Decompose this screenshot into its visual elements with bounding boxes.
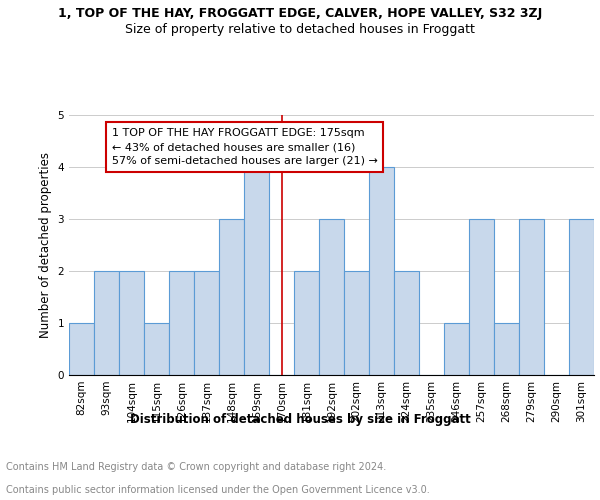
Bar: [519, 219, 544, 375]
Bar: [219, 219, 244, 375]
Bar: [344, 271, 369, 375]
Bar: [144, 323, 169, 375]
Bar: [369, 167, 394, 375]
Bar: [469, 219, 494, 375]
Text: 1, TOP OF THE HAY, FROGGATT EDGE, CALVER, HOPE VALLEY, S32 3ZJ: 1, TOP OF THE HAY, FROGGATT EDGE, CALVER…: [58, 8, 542, 20]
Bar: [94, 271, 119, 375]
Bar: [569, 219, 594, 375]
Bar: [194, 271, 219, 375]
Bar: [444, 323, 469, 375]
Bar: [69, 323, 94, 375]
Bar: [319, 219, 344, 375]
Bar: [294, 271, 319, 375]
Bar: [169, 271, 194, 375]
Bar: [244, 167, 269, 375]
Text: Contains HM Land Registry data © Crown copyright and database right 2024.: Contains HM Land Registry data © Crown c…: [6, 462, 386, 472]
Text: 1 TOP OF THE HAY FROGGATT EDGE: 175sqm
← 43% of detached houses are smaller (16): 1 TOP OF THE HAY FROGGATT EDGE: 175sqm ←…: [112, 128, 377, 166]
Bar: [494, 323, 519, 375]
Bar: [394, 271, 419, 375]
Y-axis label: Number of detached properties: Number of detached properties: [39, 152, 52, 338]
Bar: [119, 271, 144, 375]
Text: Size of property relative to detached houses in Froggatt: Size of property relative to detached ho…: [125, 22, 475, 36]
Text: Distribution of detached houses by size in Froggatt: Distribution of detached houses by size …: [130, 412, 470, 426]
Text: Contains public sector information licensed under the Open Government Licence v3: Contains public sector information licen…: [6, 485, 430, 495]
